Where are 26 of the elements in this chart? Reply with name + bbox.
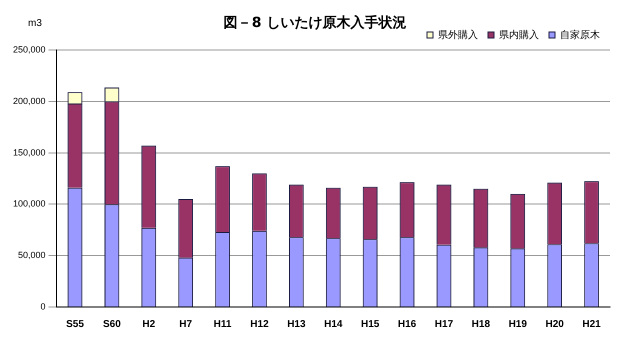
x-tick-label: H19 [508, 318, 528, 330]
y-tick-label: 50,000 [18, 250, 46, 260]
x-tick-label: H11 [214, 318, 232, 330]
x-tick-label: H17 [434, 318, 454, 330]
y-tick-label: 0 [40, 301, 46, 312]
chart-title: 図－8 しいたけ原木入手状況 [224, 15, 406, 31]
x-tick-label: H18 [472, 318, 490, 330]
x-tick-label: H2 [142, 318, 156, 330]
y-tick-label: 200,000 [12, 96, 46, 106]
legend-label: 自家原木 [560, 28, 600, 41]
x-tick-label: H7 [179, 318, 192, 330]
x-tick-label: S55 [66, 318, 84, 330]
x-tick-label: H13 [287, 318, 306, 330]
legend-label: 県外購入 [438, 28, 478, 41]
x-tick-label: H15 [360, 318, 380, 330]
x-tick-label: S60 [102, 318, 122, 330]
y-axis-title: m3 [28, 18, 42, 29]
x-tick-label: H14 [324, 318, 343, 330]
x-tick-label: H21 [582, 318, 602, 330]
y-tick-label: 100,000 [12, 198, 46, 209]
y-tick-label: 250,000 [12, 44, 46, 54]
x-tick-label: H16 [398, 318, 417, 330]
x-tick-label: H12 [250, 318, 270, 330]
y-tick-label: 150,000 [12, 147, 46, 158]
legend-label: 県内購入 [499, 28, 539, 41]
x-tick-label: H20 [545, 318, 564, 330]
